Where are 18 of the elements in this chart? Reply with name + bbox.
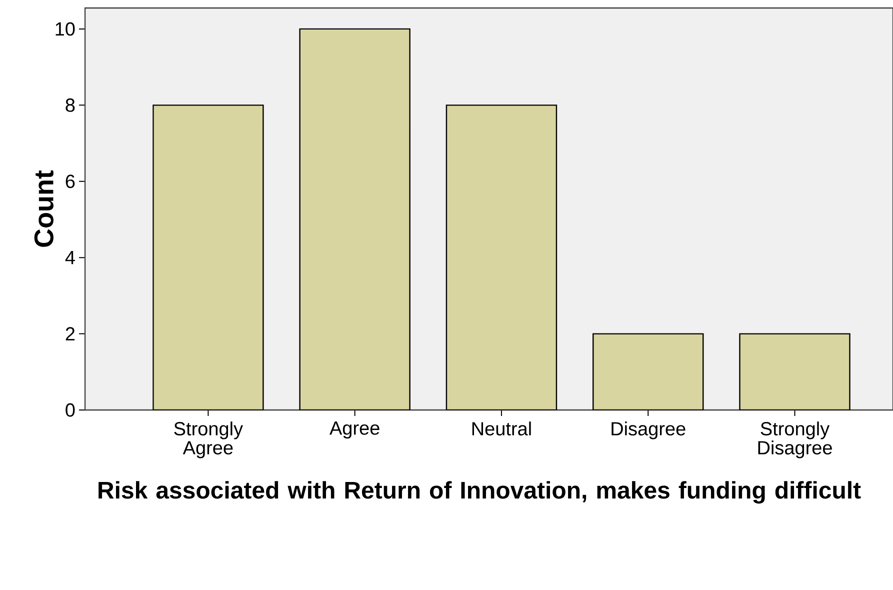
x-tick-label: Disagree xyxy=(612,422,686,440)
x-tick-label: Agree xyxy=(330,422,380,439)
y-axis-title: Count xyxy=(34,170,54,247)
bar xyxy=(446,105,556,410)
y-tick-label: 0 xyxy=(66,403,75,417)
bar xyxy=(593,334,704,410)
y-tick-label: 2 xyxy=(66,327,75,340)
y-tick-label: 4 xyxy=(65,251,75,264)
y-tick-label: 6 xyxy=(66,174,75,188)
x-axis-title: Risk associated with Return of Innovation, makes funding difficult xyxy=(98,481,861,504)
bar xyxy=(300,28,410,410)
x-tick-label: Strongly Disagree xyxy=(758,422,832,458)
bar xyxy=(739,333,850,410)
y-tick-label: 8 xyxy=(66,98,75,112)
x-tick-label: Strongly Agree xyxy=(174,422,243,458)
y-tick-label: 10 xyxy=(56,22,75,36)
bar xyxy=(153,105,264,410)
x-tick-label: Neutral xyxy=(472,422,531,436)
